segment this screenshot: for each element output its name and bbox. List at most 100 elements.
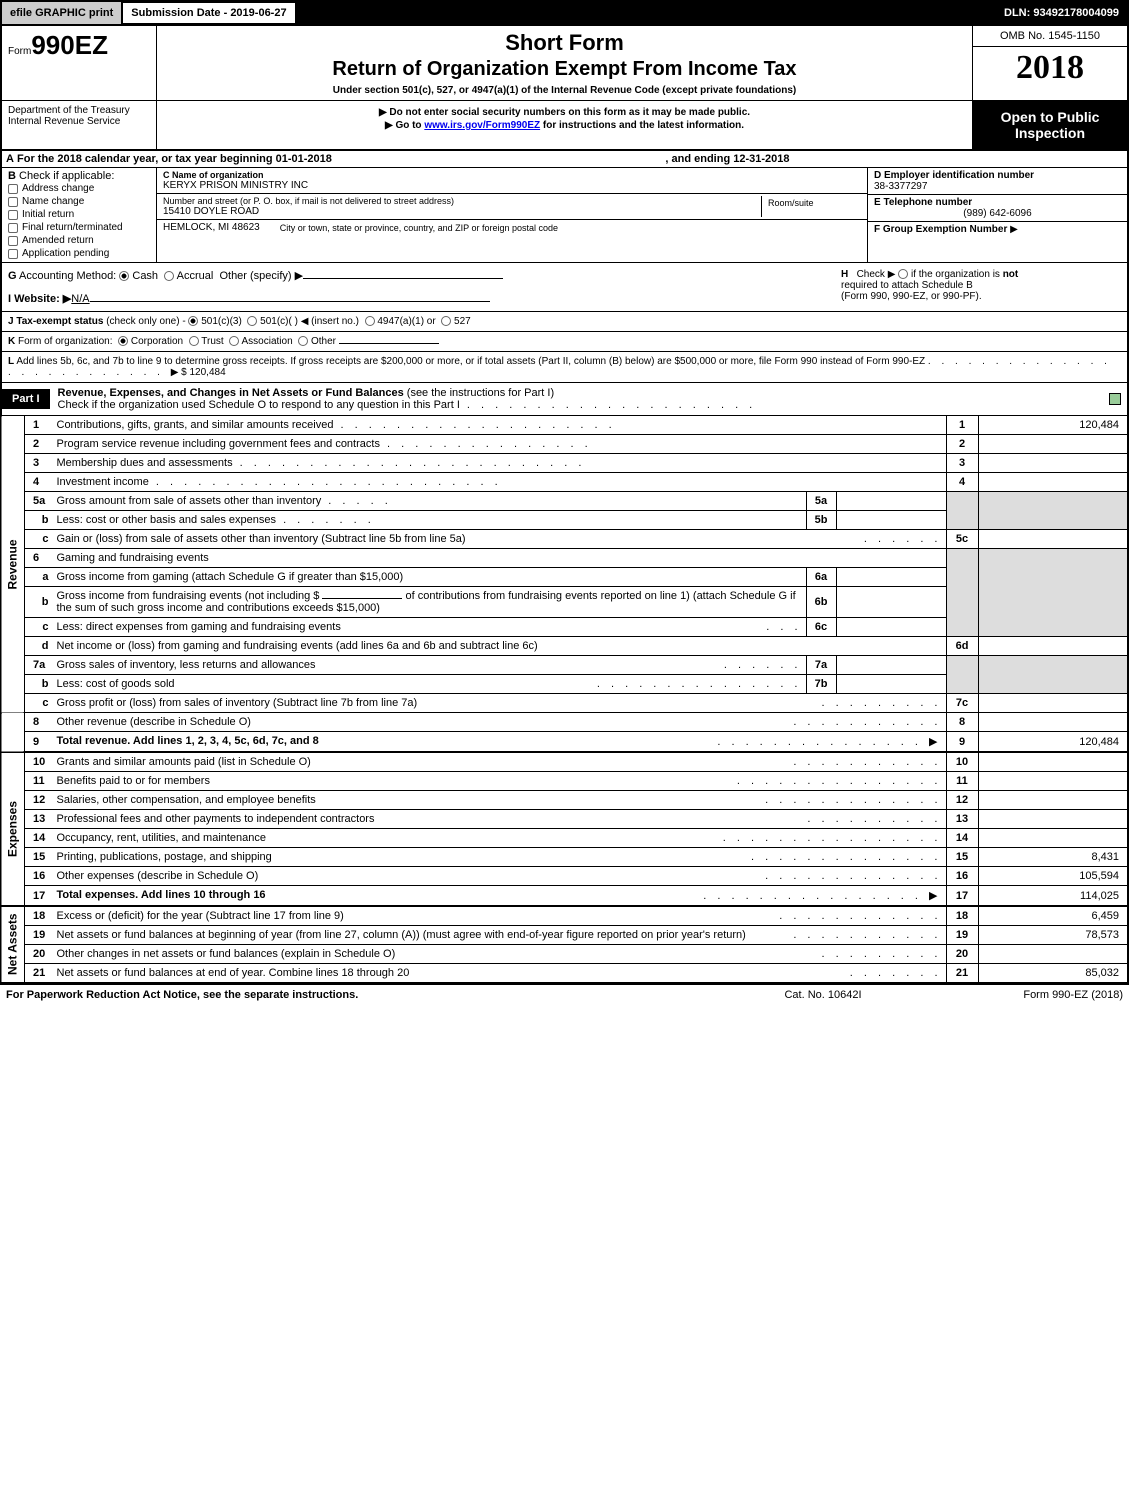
radio-corp[interactable] [118,336,128,346]
h-checkbox[interactable] [898,269,908,279]
cash-label: Cash [132,270,158,282]
l-text: Add lines 5b, 6c, and 7b to line 9 to de… [16,356,925,367]
line-7c: c Gross profit or (loss) from sales of i… [1,694,1128,713]
cb-amended-return[interactable]: Amended return [8,234,150,247]
l21-col: 21 [946,964,978,984]
cb-application-pending[interactable]: Application pending [8,247,150,260]
section-a: A For the 2018 calendar year, or tax yea… [0,151,1129,168]
row-j: J Tax-exempt status (check only one) - 5… [0,312,1129,332]
l-label: L [8,356,14,367]
section-a-begin: For the 2018 calendar year, or tax year … [17,153,332,165]
k-label: K [8,336,15,347]
l10-col: 10 [946,752,978,772]
l4-col: 4 [946,473,978,492]
radio-501c3[interactable] [188,316,198,326]
section-a-text: For the 2018 calendar year, or tax year … [17,153,332,165]
check-if-label: Check if applicable: [19,170,114,182]
l14-col: 14 [946,829,978,848]
l5c-amt [978,530,1128,549]
radio-assoc[interactable] [229,336,239,346]
l6b-num: b [25,587,53,618]
l5b-box: 5b [806,511,836,530]
l9-desc: Total revenue. Add lines 1, 2, 3, 4, 5c,… [53,732,947,753]
radio-cash[interactable] [119,271,129,281]
l6-desc: Gaming and fundraising events [53,549,947,568]
h-text3: required to attach Schedule B [841,280,973,291]
l7c-col: 7c [946,694,978,713]
l7ab-grayamt [978,656,1128,694]
cb-address-change[interactable]: Address change [8,182,150,195]
l15-amt: 8,431 [978,848,1128,867]
l13-amt [978,810,1128,829]
j-opt3: 4947(a)(1) or [377,316,435,327]
instr2-post: for instructions and the latest informat… [540,120,744,131]
cb-name-change[interactable]: Name change [8,195,150,208]
cb-final-return[interactable]: Final return/terminated [8,221,150,234]
l17-desc: Total expenses. Add lines 10 through 16 … [53,886,947,907]
open-to-public: Open to Public Inspection [972,101,1127,149]
h-not: not [1003,269,1019,280]
city-box: HEMLOCK, MI 48623 City or town, state or… [157,220,867,235]
l16-desc: Other expenses (describe in Schedule O) … [53,867,947,886]
part-1-title: Revenue, Expenses, and Changes in Net As… [50,383,1109,415]
lines-table: Revenue 1 Contributions, gifts, grants, … [0,416,1129,984]
l7a-box: 7a [806,656,836,675]
row-g-h-i: G Accounting Method: Cash Accrual Other … [0,263,1129,312]
f-arrow: ▶ [1010,224,1018,235]
line-17: 17 Total expenses. Add lines 10 through … [1,886,1128,907]
l5b-num: b [25,511,53,530]
radio-trust[interactable] [189,336,199,346]
l16-col: 16 [946,867,978,886]
f-label: F Group Exemption Number [874,224,1007,235]
e-phone-box: E Telephone number (989) 642-6096 [868,195,1127,222]
cb-label-1: Name change [22,196,84,207]
efile-print-button[interactable]: efile GRAPHIC print [2,2,122,24]
l6c-val [836,618,946,637]
l15-col: 15 [946,848,978,867]
part1-dots: . . . . . . . . . . . . . . . . . . . . … [460,399,756,411]
l21-num: 21 [25,964,53,984]
header-instructions: ▶ Do not enter social security numbers o… [157,101,972,149]
l6a-box: 6a [806,568,836,587]
cb-initial-return[interactable]: Initial return [8,208,150,221]
irs-link[interactable]: www.irs.gov/Form990EZ [424,120,540,131]
line-19: 19 Net assets or fund balances at beginn… [1,926,1128,945]
accrual-label: Accrual [177,270,214,282]
l19-col: 19 [946,926,978,945]
k-assoc: Association [242,336,293,347]
l9-amt: 120,484 [978,732,1128,753]
part1-checkbox[interactable] [1109,393,1121,405]
d-ein-box: D Employer identification number 38-3377… [868,168,1127,195]
dept-label: Department of the Treasury [8,105,150,116]
l8-col: 8 [946,713,978,732]
l6d-amt [978,637,1128,656]
checkbox-icon [8,236,18,246]
row-h: H Check ▶ if the organization is not req… [841,269,1121,305]
radio-accrual[interactable] [164,271,174,281]
g-label: G [8,270,17,282]
l7c-num: c [25,694,53,713]
line-13: 13 Professional fees and other payments … [1,810,1128,829]
line-8: 8 Other revenue (describe in Schedule O)… [1,713,1128,732]
radio-501c[interactable] [247,316,257,326]
city-value: HEMLOCK, MI 48623 [163,222,260,233]
street-value: 15410 DOYLE ROAD [163,206,761,217]
l11-col: 11 [946,772,978,791]
i-label: I Website: ▶ [8,293,71,305]
radio-4947[interactable] [365,316,375,326]
l15-desc: Printing, publications, postage, and shi… [53,848,947,867]
radio-527[interactable] [441,316,451,326]
radio-other[interactable] [298,336,308,346]
l12-amt [978,791,1128,810]
l7c-desc: Gross profit or (loss) from sales of inv… [53,694,947,713]
cb-label-3: Final return/terminated [22,222,123,233]
line-4: 4 Investment income . . . . . . . . . . … [1,473,1128,492]
l6b-val [836,587,946,618]
other-specify-input[interactable] [303,278,503,279]
l7c-amt [978,694,1128,713]
omb-number: OMB No. 1545-1150 [973,26,1127,47]
open-public-1: Open to Public [977,109,1123,125]
row-l: L Add lines 5b, 6c, and 7b to line 9 to … [0,352,1129,383]
line-16: 16 Other expenses (describe in Schedule … [1,867,1128,886]
c-label: C Name of organization [163,170,861,180]
